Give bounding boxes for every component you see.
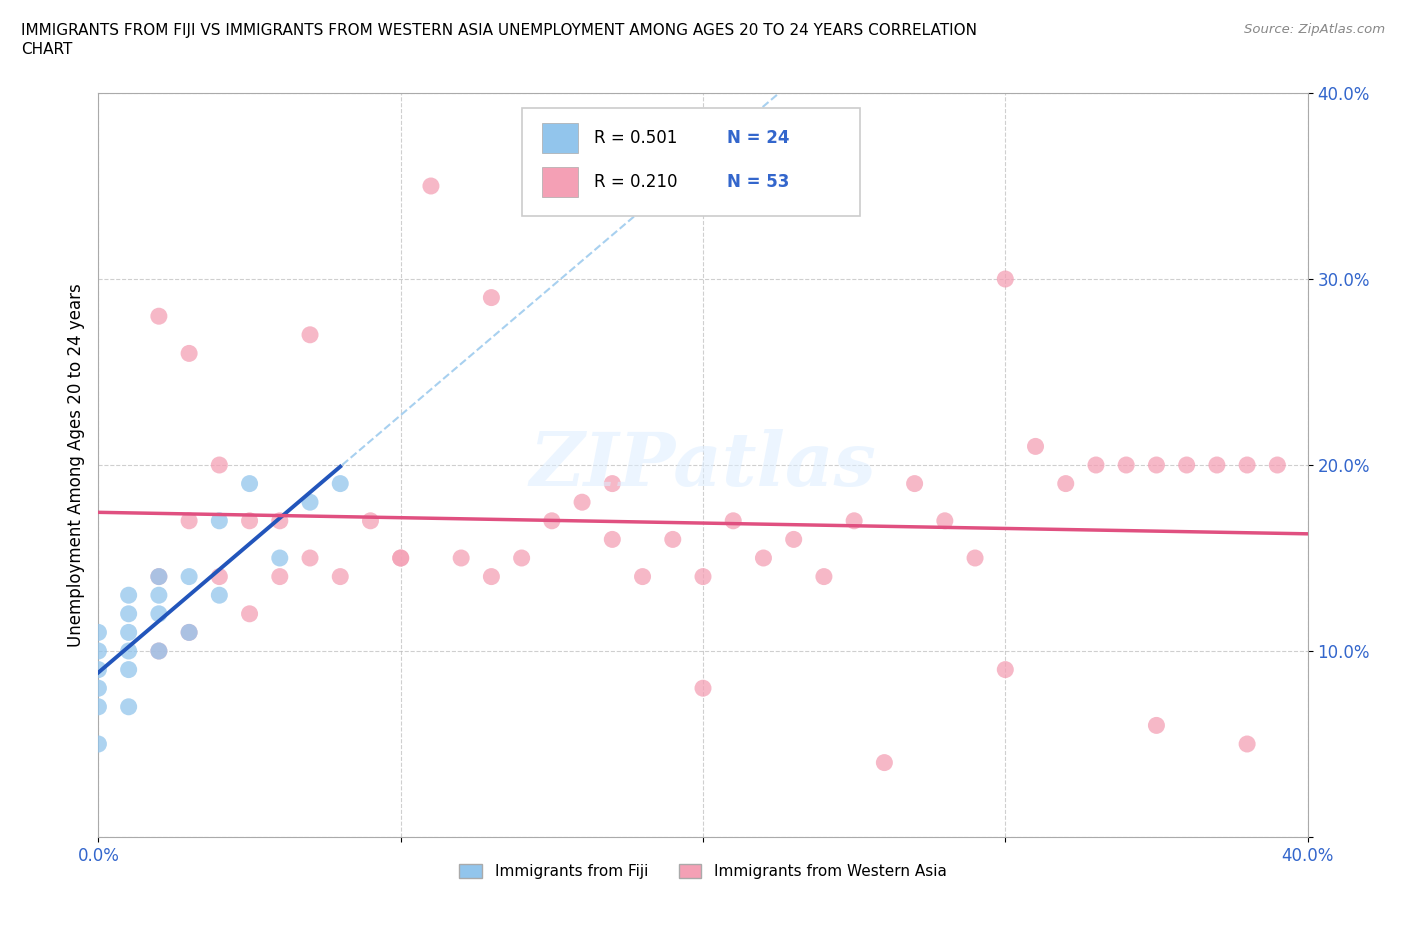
Point	[873, 755, 896, 770]
FancyBboxPatch shape	[522, 108, 860, 216]
Point	[631, 569, 654, 584]
Point	[994, 662, 1017, 677]
Point	[904, 476, 927, 491]
Point	[179, 513, 201, 528]
Point	[420, 179, 443, 193]
Point	[148, 644, 170, 658]
Point	[813, 569, 835, 584]
Point	[1144, 718, 1167, 733]
Point	[148, 309, 170, 324]
Point	[329, 569, 352, 584]
Point	[118, 644, 141, 658]
Point	[540, 513, 562, 528]
Point	[450, 551, 472, 565]
Point	[148, 644, 170, 658]
Point	[692, 569, 714, 584]
Point	[1054, 476, 1077, 491]
Point	[481, 569, 503, 584]
Point	[118, 699, 141, 714]
Point	[661, 532, 683, 547]
Point	[148, 569, 170, 584]
Point	[148, 588, 170, 603]
Point	[239, 606, 262, 621]
Point	[179, 346, 201, 361]
Text: ZIPatlas: ZIPatlas	[530, 429, 876, 501]
Point	[118, 625, 141, 640]
Point	[208, 458, 231, 472]
Point	[329, 476, 352, 491]
Point	[299, 551, 322, 565]
Point	[118, 662, 141, 677]
Point	[87, 681, 110, 696]
Point	[208, 513, 231, 528]
Point	[1267, 458, 1289, 472]
Text: R = 0.210: R = 0.210	[595, 173, 678, 192]
Point	[269, 513, 291, 528]
Point	[994, 272, 1017, 286]
Point	[269, 551, 291, 565]
Point	[1115, 458, 1137, 472]
Point	[299, 495, 322, 510]
Point	[571, 495, 593, 510]
Point	[389, 551, 412, 565]
Point	[179, 625, 201, 640]
Point	[148, 569, 170, 584]
Point	[87, 662, 110, 677]
Point	[299, 327, 322, 342]
Bar	[543, 123, 578, 153]
Point	[360, 513, 382, 528]
Point	[179, 625, 201, 640]
Point	[239, 476, 262, 491]
Point	[481, 290, 503, 305]
Point	[239, 513, 262, 528]
Point	[118, 606, 141, 621]
Point	[783, 532, 806, 547]
Point	[510, 551, 533, 565]
Point	[844, 513, 866, 528]
Point	[148, 606, 170, 621]
Point	[208, 588, 231, 603]
Text: R = 0.501: R = 0.501	[595, 128, 678, 147]
Point	[1175, 458, 1198, 472]
Point	[1144, 458, 1167, 472]
Point	[602, 476, 624, 491]
Text: N = 24: N = 24	[727, 128, 790, 147]
Point	[752, 551, 775, 565]
Point	[269, 569, 291, 584]
Point	[723, 513, 745, 528]
Point	[87, 737, 110, 751]
Bar	[543, 167, 578, 197]
Legend: Immigrants from Fiji, Immigrants from Western Asia: Immigrants from Fiji, Immigrants from We…	[453, 857, 953, 885]
Text: IMMIGRANTS FROM FIJI VS IMMIGRANTS FROM WESTERN ASIA UNEMPLOYMENT AMONG AGES 20 : IMMIGRANTS FROM FIJI VS IMMIGRANTS FROM …	[21, 23, 977, 38]
Point	[389, 551, 412, 565]
Text: CHART: CHART	[21, 42, 73, 57]
Point	[1236, 458, 1258, 472]
Point	[87, 699, 110, 714]
Point	[208, 569, 231, 584]
Point	[1206, 458, 1229, 472]
Point	[1085, 458, 1108, 472]
Point	[934, 513, 956, 528]
Text: Source: ZipAtlas.com: Source: ZipAtlas.com	[1244, 23, 1385, 36]
Point	[602, 532, 624, 547]
Point	[118, 588, 141, 603]
Text: N = 53: N = 53	[727, 173, 790, 192]
Y-axis label: Unemployment Among Ages 20 to 24 years: Unemployment Among Ages 20 to 24 years	[66, 283, 84, 647]
Point	[1236, 737, 1258, 751]
Point	[179, 569, 201, 584]
Point	[692, 681, 714, 696]
Point	[87, 625, 110, 640]
Point	[965, 551, 987, 565]
Point	[87, 644, 110, 658]
Point	[1024, 439, 1046, 454]
